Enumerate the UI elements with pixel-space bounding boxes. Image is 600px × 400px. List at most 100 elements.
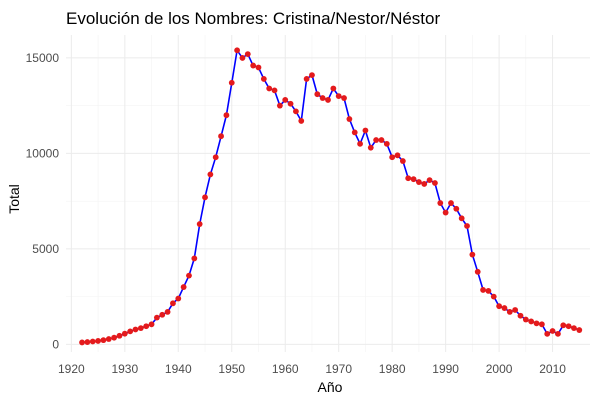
data-point bbox=[528, 318, 535, 325]
data-point bbox=[116, 332, 123, 339]
data-point bbox=[522, 316, 529, 323]
data-point bbox=[330, 85, 337, 92]
data-point bbox=[309, 72, 315, 79]
x-tick-label: 1930 bbox=[111, 362, 138, 376]
data-series bbox=[79, 47, 583, 346]
series-line bbox=[81, 48, 580, 344]
y-tick-label: 10000 bbox=[26, 146, 60, 160]
data-point bbox=[202, 194, 208, 201]
data-point bbox=[95, 338, 101, 344]
data-point bbox=[437, 200, 444, 206]
data-point bbox=[362, 127, 369, 134]
data-point bbox=[474, 268, 481, 275]
y-axis-title: Total bbox=[6, 184, 22, 214]
data-point bbox=[148, 321, 155, 328]
data-point bbox=[373, 137, 380, 143]
data-point bbox=[100, 337, 107, 344]
data-point bbox=[223, 112, 230, 119]
data-point bbox=[170, 300, 176, 307]
data-point bbox=[480, 287, 486, 293]
y-tick-label: 15000 bbox=[26, 51, 60, 65]
data-point bbox=[389, 154, 396, 161]
data-point bbox=[218, 133, 224, 140]
data-point bbox=[228, 79, 235, 86]
data-point bbox=[383, 140, 390, 147]
data-point bbox=[496, 303, 503, 310]
data-point bbox=[255, 64, 262, 71]
data-point bbox=[453, 205, 460, 212]
data-point bbox=[137, 325, 144, 332]
data-point bbox=[335, 93, 342, 100]
data-point bbox=[314, 91, 321, 98]
data-point bbox=[415, 179, 422, 185]
data-point bbox=[84, 339, 91, 345]
x-tick-label: 1950 bbox=[218, 362, 245, 376]
data-point bbox=[555, 330, 561, 337]
data-point bbox=[432, 180, 438, 186]
data-point bbox=[212, 154, 219, 161]
data-point bbox=[367, 144, 374, 151]
data-point bbox=[186, 272, 192, 279]
x-axis: 1920 1930 1940 1950 1960 1970 1980 1990 2000 2010 bbox=[58, 362, 566, 376]
data-point bbox=[298, 118, 305, 124]
data-point bbox=[357, 140, 363, 147]
data-point bbox=[399, 158, 406, 164]
data-point bbox=[244, 51, 251, 57]
data-point bbox=[501, 305, 508, 311]
data-point bbox=[303, 76, 310, 82]
data-point bbox=[490, 293, 497, 300]
data-point bbox=[571, 325, 577, 332]
x-tick-label: 1940 bbox=[165, 362, 192, 376]
data-point bbox=[287, 100, 294, 107]
data-point bbox=[239, 55, 246, 61]
x-tick-label: 1990 bbox=[432, 362, 459, 376]
data-point bbox=[282, 97, 289, 103]
data-point bbox=[159, 311, 166, 318]
data-point bbox=[271, 87, 278, 94]
data-point bbox=[426, 177, 433, 184]
data-point bbox=[89, 338, 96, 345]
data-point bbox=[512, 307, 519, 313]
data-point bbox=[538, 321, 545, 328]
data-point bbox=[506, 308, 513, 315]
data-point bbox=[153, 314, 160, 321]
data-point bbox=[132, 326, 139, 333]
data-point bbox=[378, 137, 385, 143]
x-tick-label: 1960 bbox=[272, 362, 299, 376]
data-point bbox=[485, 287, 492, 294]
data-point bbox=[105, 336, 112, 342]
x-tick-label: 1970 bbox=[325, 362, 352, 376]
data-point bbox=[260, 76, 267, 82]
x-tick-label: 1920 bbox=[58, 362, 85, 376]
data-point bbox=[517, 312, 524, 319]
data-point bbox=[175, 295, 182, 302]
data-point bbox=[276, 102, 283, 109]
data-point bbox=[164, 308, 171, 315]
data-point bbox=[111, 334, 118, 341]
data-point bbox=[549, 328, 556, 334]
data-point bbox=[448, 200, 454, 206]
y-axis: 0 5000 10000 15000 bbox=[26, 51, 60, 351]
data-point bbox=[234, 47, 241, 54]
data-point bbox=[266, 85, 273, 92]
x-tick-label: 2010 bbox=[539, 362, 566, 376]
y-tick-label: 0 bbox=[52, 337, 59, 351]
data-point bbox=[464, 223, 470, 229]
data-point bbox=[458, 215, 465, 222]
data-point bbox=[341, 95, 347, 101]
data-point bbox=[565, 323, 572, 330]
data-point bbox=[410, 176, 417, 183]
y-tick-label: 5000 bbox=[32, 242, 59, 256]
grid bbox=[66, 35, 590, 352]
data-point bbox=[421, 181, 428, 187]
data-point bbox=[143, 323, 150, 330]
data-point bbox=[127, 328, 134, 335]
data-point bbox=[560, 322, 567, 329]
data-point bbox=[250, 62, 257, 69]
data-point bbox=[207, 171, 214, 178]
x-axis-title: Año bbox=[318, 379, 343, 395]
data-point bbox=[576, 327, 583, 333]
data-point bbox=[196, 221, 203, 227]
data-point bbox=[533, 320, 540, 327]
